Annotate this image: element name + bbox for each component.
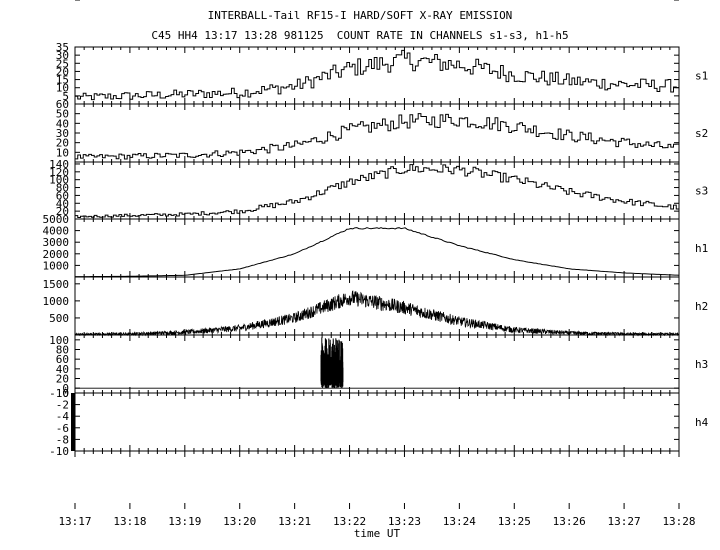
y-tick-label: 4000 — [43, 225, 70, 238]
y-tick-label: 1500 — [43, 278, 70, 291]
channel-label-s2: s2 — [695, 127, 708, 140]
y-tick-label: 20 — [56, 137, 69, 150]
series-h1 — [74, 227, 680, 278]
y-tick-label: 20 — [56, 205, 69, 218]
channel-label-h1: h1 — [695, 242, 708, 255]
x-axis-label: time UT — [354, 527, 401, 540]
x-tick-label: 13:21 — [278, 515, 311, 528]
y-tick-label: 100 — [49, 334, 69, 347]
x-tick-label: 13:19 — [168, 515, 201, 528]
y-tick-label: 10 — [56, 0, 69, 3]
y-tick-label: -8 — [56, 433, 69, 446]
edge-bar-left — [71, 393, 75, 451]
channel-label-s3: s3 — [695, 185, 708, 198]
x-tick-label: 13:27 — [608, 515, 641, 528]
y-tick-label: 30 — [56, 49, 69, 62]
x-axis: 13:17 13:18 13:19 13:20 13:21 13:22 13:23 13:24… — [58, 503, 696, 540]
panel-frame — [74, 161, 680, 220]
y-tick-label: 8 — [62, 0, 69, 3]
y-tick-label: 40 — [56, 363, 69, 376]
y-tick-label: 60 — [56, 189, 69, 202]
y-tick-label: 40 — [56, 197, 69, 210]
channel-label-s1: s1 — [695, 70, 708, 83]
y-tick-label: 40 — [56, 117, 69, 130]
y-tick-label: 500 — [49, 312, 69, 325]
channel-label-h3: h3 — [695, 358, 708, 371]
y-tick-label: 5 — [62, 90, 69, 103]
y-tick-label: 25 — [56, 57, 69, 70]
y-tick-label: 80 — [56, 344, 69, 357]
y-tick-label: -10 — [49, 445, 69, 458]
y-tick-label: 60 — [56, 353, 69, 366]
y-tick-label: 5000 — [43, 213, 70, 226]
panel-frame — [74, 46, 680, 105]
panel-frame — [74, 334, 680, 394]
x-tick-label: 13:28 — [662, 515, 695, 528]
y-tick-label: 8 — [62, 0, 69, 3]
panel-h2: 500 1000 1500 h2 — [43, 276, 708, 337]
y-tick-label: 4 — [62, 0, 69, 3]
y-tick-label: 0 — [62, 0, 69, 3]
y-tick-label: 0 — [62, 387, 69, 400]
y-tick-label: 0 — [62, 382, 69, 395]
y-tick-label: -10 — [49, 387, 69, 400]
channel-label-h5: h5 — [695, 0, 708, 3]
y-tick-label: -4 — [56, 410, 70, 423]
channel-label-h2: h2 — [695, 300, 708, 313]
y-tick-label: 50 — [56, 108, 69, 121]
y-tick-label: 80 — [56, 182, 69, 195]
x-tick-label: 13:17 — [58, 515, 91, 528]
y-tick-label: 2 — [62, 0, 69, 3]
y-tick-label: 1000 — [43, 295, 70, 308]
y-tick-label: 1000 — [43, 259, 70, 272]
y-tick-label: -10 — [49, 0, 69, 3]
y-tick-label: 2 — [62, 0, 69, 3]
series-s2 — [75, 113, 679, 160]
x-tick-label: 13:26 — [553, 515, 586, 528]
y-tick-label: 6 — [62, 0, 69, 3]
y-tick-label: 100 — [49, 174, 69, 187]
channel-label-h4: h4 — [695, 416, 709, 429]
y-tick-label: 120 — [49, 166, 69, 179]
x-tick-label: 13:24 — [443, 515, 476, 528]
y-tick-label: 2000 — [43, 248, 70, 261]
chart-subtitle: C45 HH4 13:17 13:28 981125 COUNT RATE IN… — [151, 29, 569, 42]
series-h2 — [74, 290, 680, 337]
y-tick-label: 10 — [56, 146, 69, 159]
y-tick-label: 10 — [56, 82, 69, 95]
y-tick-label: 3000 — [43, 236, 70, 249]
y-tick-label: 15 — [56, 74, 69, 87]
y-tick-label: 140 — [49, 158, 69, 171]
chart-title: INTERBALL-Tail RF15-I HARD/SOFT X-RAY EM… — [207, 9, 513, 22]
panel-h5: -1086420246810h5 — [49, 0, 708, 457]
y-tick-label: -6 — [56, 422, 69, 435]
y-tick-label: -2 — [56, 399, 69, 412]
y-tick-label: 6 — [62, 0, 69, 3]
y-tick-label: 60 — [56, 98, 69, 111]
x-tick-label: 13:25 — [498, 515, 531, 528]
x-tick-label: 13:23 — [388, 515, 421, 528]
panel-frame — [74, 392, 680, 452]
x-tick-label: 13:22 — [333, 515, 366, 528]
y-tick-label: 4 — [62, 0, 69, 3]
series-s1 — [75, 49, 679, 101]
y-tick-label: 20 — [56, 65, 69, 78]
x-tick-label: 13:18 — [113, 515, 146, 528]
y-tick-label: 30 — [56, 127, 69, 140]
y-tick-label: 20 — [56, 373, 69, 386]
series-s3 — [75, 164, 679, 218]
y-tick-label: 35 — [56, 41, 69, 54]
x-tick-label: 13:20 — [223, 515, 256, 528]
series-h3-burst — [320, 337, 344, 389]
